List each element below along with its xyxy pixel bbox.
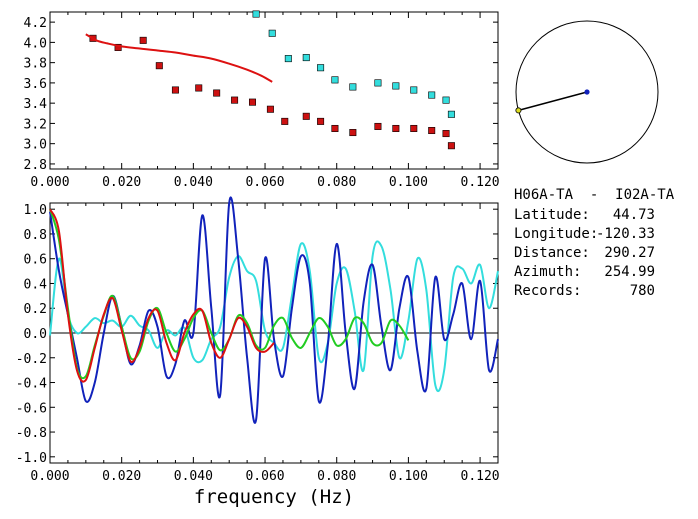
velocity-plot-frame bbox=[49, 11, 499, 170]
y-tick-label: 4.0 bbox=[24, 36, 47, 51]
velocity-point bbox=[374, 79, 382, 87]
info-value: -120.33 bbox=[596, 226, 655, 242]
x-tick-label: 0.100 bbox=[389, 175, 428, 190]
y-tick-label: -0.4 bbox=[16, 377, 47, 392]
info-value: 290.27 bbox=[604, 245, 655, 261]
series-line bbox=[49, 196, 499, 424]
x-tick-label: 0.000 bbox=[30, 175, 69, 190]
velocity-point bbox=[155, 62, 163, 70]
y-tick-label: 0.6 bbox=[24, 253, 47, 268]
velocity-point bbox=[302, 112, 310, 120]
velocity-point bbox=[442, 130, 450, 138]
info-value: 44.73 bbox=[613, 207, 655, 223]
x-tick-label: 0.020 bbox=[102, 469, 141, 484]
frequency-axis-title: frequency (Hz) bbox=[194, 486, 354, 508]
spectrum-series bbox=[49, 196, 499, 424]
spectrum-x-ticks: 0.000 0.020 0.040 0.060 0.080 0.100 0.120 bbox=[30, 203, 500, 484]
y-tick-label: 0.4 bbox=[24, 277, 48, 292]
y-tick-label: 2.8 bbox=[24, 158, 47, 173]
y-tick-label: 3.6 bbox=[24, 77, 47, 92]
velocity-point bbox=[281, 117, 289, 125]
y-tick-label: 0.0 bbox=[24, 327, 47, 342]
x-tick-label: 0.060 bbox=[245, 469, 284, 484]
velocity-point bbox=[213, 89, 221, 97]
y-tick-label: 4.2 bbox=[24, 16, 47, 31]
series-line bbox=[85, 33, 273, 83]
velocity-point bbox=[428, 127, 436, 135]
info-label: Distance: bbox=[514, 245, 590, 261]
velocity-point bbox=[171, 86, 179, 94]
velocity-point bbox=[114, 43, 122, 51]
velocity-y-ticks: 2.8 3.0 3.2 3.4 3.6 3.8 4.0 4.2 bbox=[24, 16, 498, 173]
spectrum-y-ticks: -1.0 -0.8 -0.6 -0.4 -0.2 0.0 0.2 0.4 0.6 0.8 1.0 bbox=[16, 203, 498, 466]
info-label: Azimuth: bbox=[514, 264, 581, 280]
velocity-point bbox=[331, 124, 339, 132]
velocity-point bbox=[349, 129, 357, 137]
velocity-point bbox=[317, 64, 325, 72]
y-tick-label: 1.0 bbox=[24, 203, 47, 218]
y-tick-label: 3.4 bbox=[24, 97, 48, 112]
velocity-point bbox=[447, 110, 455, 118]
series-line bbox=[49, 208, 275, 383]
y-tick-label: -1.0 bbox=[16, 451, 47, 466]
velocity-point bbox=[392, 82, 400, 90]
station-info: H06A-TA - I02A-TA Latitude: 44.73 Longitud… bbox=[514, 187, 675, 299]
y-tick-label: -0.6 bbox=[16, 401, 47, 416]
info-value: 254.99 bbox=[604, 264, 655, 280]
station-pair-title: H06A-TA - I02A-TA bbox=[514, 187, 675, 203]
velocity-series bbox=[85, 10, 455, 150]
x-tick-label: 0.080 bbox=[317, 469, 356, 484]
velocity-point bbox=[139, 36, 147, 44]
y-tick-label: 3.2 bbox=[24, 117, 47, 132]
velocity-point bbox=[284, 55, 292, 63]
y-tick-label: 0.8 bbox=[24, 228, 47, 243]
x-tick-label: 0.040 bbox=[174, 469, 213, 484]
velocity-point bbox=[317, 117, 325, 125]
info-label: Longitude: bbox=[514, 226, 598, 242]
velocity-point bbox=[442, 96, 450, 104]
velocity-point bbox=[410, 86, 418, 94]
x-tick-label: 0.100 bbox=[389, 469, 428, 484]
info-label: Latitude: bbox=[514, 207, 590, 223]
x-tick-label: 0.060 bbox=[245, 175, 284, 190]
velocity-point bbox=[302, 54, 310, 62]
velocity-x-ticks: 0.000 0.020 0.040 0.060 0.080 0.100 0.120 bbox=[30, 12, 500, 190]
x-tick-label: 0.080 bbox=[317, 175, 356, 190]
velocity-point bbox=[349, 83, 357, 91]
azimuth-dial-circle bbox=[515, 20, 659, 164]
y-tick-label: 0.2 bbox=[24, 302, 47, 317]
velocity-point bbox=[331, 76, 339, 84]
velocity-point bbox=[447, 142, 455, 150]
velocity-panel: 2.8 3.0 3.2 3.4 3.6 3.8 4.0 4.2 0.000 0.020 0.040… bbox=[24, 10, 500, 190]
x-tick-label: 0.000 bbox=[30, 469, 69, 484]
y-tick-label: -0.8 bbox=[16, 426, 47, 441]
velocity-point bbox=[268, 29, 276, 37]
x-tick-label: 0.040 bbox=[174, 175, 213, 190]
series-line bbox=[49, 208, 410, 380]
azimuth-dial bbox=[515, 20, 659, 164]
info-label: Records: bbox=[514, 283, 581, 299]
velocity-point bbox=[410, 124, 418, 132]
x-tick-label: 0.120 bbox=[461, 469, 500, 484]
azimuth-center-marker bbox=[584, 89, 590, 95]
x-tick-label: 0.120 bbox=[461, 175, 500, 190]
azimuth-end-marker bbox=[515, 107, 522, 114]
velocity-point bbox=[374, 122, 382, 130]
velocity-point bbox=[195, 84, 203, 92]
info-value: 780 bbox=[630, 283, 655, 299]
y-tick-label: 3.0 bbox=[24, 138, 47, 153]
y-tick-label: 3.8 bbox=[24, 57, 47, 72]
y-tick-label: -0.2 bbox=[16, 352, 47, 367]
azimuth-direction-line bbox=[518, 91, 588, 112]
velocity-point bbox=[252, 10, 260, 18]
velocity-point bbox=[231, 96, 239, 104]
velocity-point bbox=[248, 98, 256, 106]
series-line bbox=[49, 240, 499, 392]
velocity-point bbox=[428, 91, 436, 99]
x-tick-label: 0.020 bbox=[102, 175, 141, 190]
velocity-point bbox=[392, 124, 400, 132]
spectrum-panel: -1.0 -0.8 -0.6 -0.4 -0.2 0.0 0.2 0.4 0.6 0.8 1.0 0… bbox=[16, 196, 500, 508]
velocity-point bbox=[266, 105, 274, 113]
